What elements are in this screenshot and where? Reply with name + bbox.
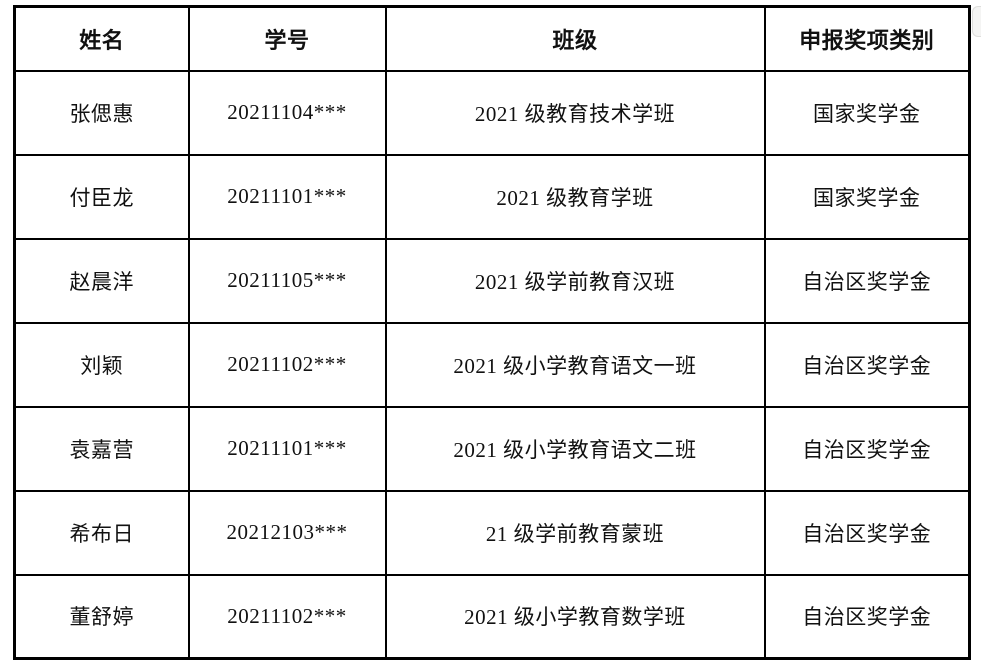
cell-student-id: 20211102***	[187, 321, 387, 408]
cell-class: 2021 级小学教育语文一班	[384, 321, 766, 408]
table-row: 袁嘉营 20211101*** 2021 级小学教育语文二班 自治区奖学金	[13, 405, 971, 492]
cell-class: 2021 级小学教育语文二班	[384, 405, 766, 492]
awards-table: 姓名 学号 班级 申报奖项类别 张偲惠 20211104*** 2021 级教育技术…	[13, 5, 971, 660]
table-row: 付臣龙 20211101*** 2021 级教育学班 国家奖学金	[13, 153, 971, 240]
table-row: 希布日 20212103*** 21 级学前教育蒙班 自治区奖学金	[13, 489, 971, 576]
cell-name: 付臣龙	[13, 153, 190, 240]
table-row: 赵晨洋 20211105*** 2021 级学前教育汉班 自治区奖学金	[13, 237, 971, 324]
table-header-row: 姓名 学号 班级 申报奖项类别	[13, 5, 971, 72]
cell-class: 2021 级学前教育汉班	[384, 237, 766, 324]
cell-class: 2021 级小学教育数学班	[384, 573, 766, 660]
cell-student-id: 20211105***	[187, 237, 387, 324]
scrollbar-thumb[interactable]	[972, 6, 981, 37]
column-header-award-category: 申报奖项类别	[763, 5, 971, 72]
cell-award: 自治区奖学金	[763, 573, 971, 660]
table-row: 刘颖 20211102*** 2021 级小学教育语文一班 自治区奖学金	[13, 321, 971, 408]
cell-class: 2021 级教育技术学班	[384, 69, 766, 156]
table-body: 张偲惠 20211104*** 2021 级教育技术学班 国家奖学金 付臣龙 202111…	[13, 69, 971, 660]
cell-award: 自治区奖学金	[763, 405, 971, 492]
cell-award: 国家奖学金	[763, 69, 971, 156]
column-header-class: 班级	[384, 5, 766, 72]
table-row: 张偲惠 20211104*** 2021 级教育技术学班 国家奖学金	[13, 69, 971, 156]
cell-name: 袁嘉营	[13, 405, 190, 492]
cell-student-id: 20211104***	[187, 69, 387, 156]
cell-student-id: 20211102***	[187, 573, 387, 660]
cell-name: 希布日	[13, 489, 190, 576]
cell-award: 自治区奖学金	[763, 237, 971, 324]
column-header-name: 姓名	[13, 5, 190, 72]
table-row: 董舒婷 20211102*** 2021 级小学教育数学班 自治区奖学金	[13, 573, 971, 660]
cell-name: 董舒婷	[13, 573, 190, 660]
column-header-student-id: 学号	[187, 5, 387, 72]
cell-name: 赵晨洋	[13, 237, 190, 324]
cell-name: 张偲惠	[13, 69, 190, 156]
cell-student-id: 20211101***	[187, 153, 387, 240]
cell-student-id: 20212103***	[187, 489, 387, 576]
cell-name: 刘颖	[13, 321, 190, 408]
cell-class: 2021 级教育学班	[384, 153, 766, 240]
cell-student-id: 20211101***	[187, 405, 387, 492]
cell-award: 自治区奖学金	[763, 489, 971, 576]
cell-class: 21 级学前教育蒙班	[384, 489, 766, 576]
cell-award: 自治区奖学金	[763, 321, 971, 408]
cell-award: 国家奖学金	[763, 153, 971, 240]
